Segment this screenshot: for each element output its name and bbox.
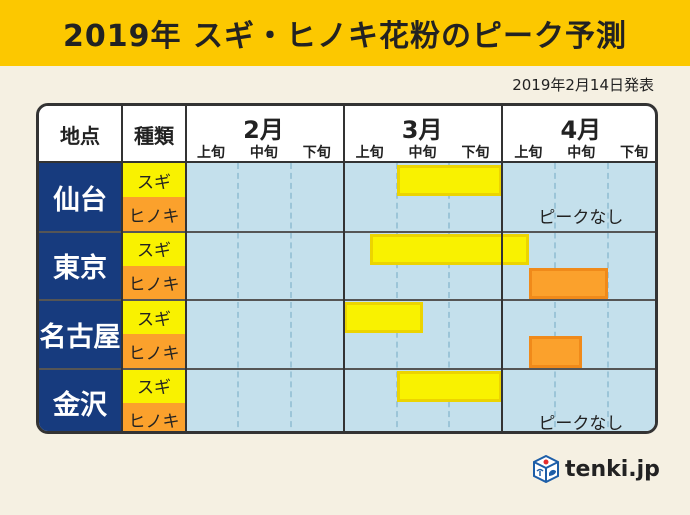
hinoki-peak-bar: [528, 336, 582, 368]
page-title: 2019年 スギ・ヒノキ花粉のピーク予測: [63, 19, 627, 54]
month-label: 3月: [401, 116, 443, 144]
kind-hinoki: ヒノキ: [123, 265, 185, 300]
sugi-peak-bar: [396, 165, 503, 197]
sugi-peak-bar: [343, 302, 423, 334]
dekad-label: 下旬: [302, 145, 331, 161]
hinoki-peak-bar: [528, 267, 609, 299]
kind-hinoki: ヒノキ: [123, 197, 185, 232]
dekad-label: 中旬: [408, 145, 437, 161]
dekad-label: 下旬: [461, 145, 490, 161]
kind-sugi: スギ: [123, 231, 185, 266]
header-type: 種類: [123, 106, 185, 163]
kind-sugi: スギ: [123, 163, 185, 198]
peak-forecast-table: 地点 種類 2月 上旬 中旬 下旬 3月 上旬 中旬 下旬 4月 上旬 中旬 下旬 仙台 スギ ヒノキ ピーク…: [36, 103, 658, 434]
header-divider: [39, 161, 655, 163]
sugi-peak-bar: [370, 233, 529, 265]
title-bar: 2019年 スギ・ヒノキ花粉のピーク予測: [0, 0, 690, 66]
column-divider: [185, 106, 187, 431]
row-divider: [39, 367, 655, 370]
kind-sugi: スギ: [123, 300, 185, 335]
city-label: 名古屋: [39, 300, 121, 369]
dekad-label: 中旬: [249, 145, 278, 161]
dekad-gridline: [236, 163, 239, 431]
dekad-label: 下旬: [620, 145, 649, 161]
month-divider: [501, 106, 504, 431]
dekad-gridline: [289, 163, 292, 431]
header-location: 地点: [39, 106, 121, 163]
kind-sugi: スギ: [123, 368, 185, 403]
kind-hinoki: ヒノキ: [123, 334, 185, 369]
dekad-gridline: [607, 163, 610, 431]
no-peak-label: ピークなし: [538, 413, 624, 434]
column-divider: [121, 106, 123, 431]
no-peak-label: ピークなし: [538, 208, 624, 229]
dekad-gridline: [395, 163, 398, 431]
tenki-logo: tenki.jp: [533, 455, 660, 483]
dekad-label: 上旬: [197, 145, 225, 161]
month-label: 2月: [243, 116, 284, 144]
city-label: 金沢: [39, 368, 121, 431]
city-label: 仙台: [39, 163, 121, 232]
dekad-label: 上旬: [514, 145, 543, 161]
city-label: 東京: [39, 231, 121, 300]
dekad-label: 中旬: [567, 145, 596, 161]
dekad-label: 上旬: [355, 145, 384, 161]
month-label: 4月: [560, 116, 602, 144]
sugi-peak-bar: [396, 370, 503, 402]
month-divider: [342, 106, 345, 431]
row-divider: [39, 230, 655, 233]
kind-hinoki: ヒノキ: [123, 402, 185, 431]
tenki-cube-icon: [533, 455, 559, 483]
dekad-gridline: [448, 163, 451, 431]
logo-text: tenki.jp: [565, 456, 660, 482]
row-divider: [39, 299, 655, 301]
publish-date: 2019年2月14日発表: [512, 76, 654, 94]
